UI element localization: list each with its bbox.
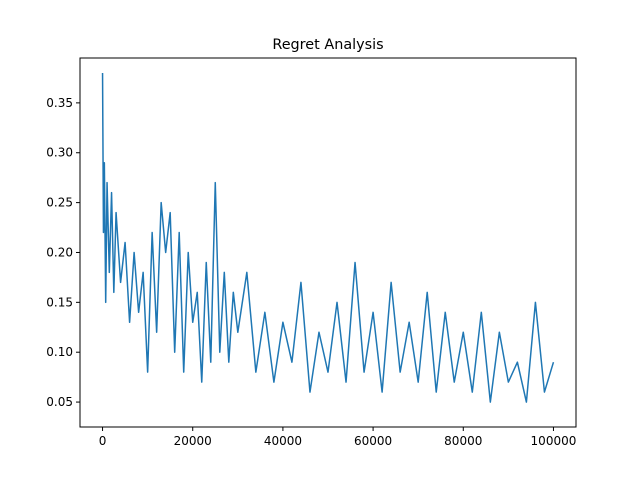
y-tick-label: 0.25 bbox=[46, 196, 73, 210]
plot-frame bbox=[79, 57, 577, 428]
x-tick-label: 20000 bbox=[174, 434, 212, 448]
y-tick-label: 0.20 bbox=[46, 245, 73, 259]
y-tick-label: 0.30 bbox=[46, 146, 73, 160]
series-layer bbox=[101, 72, 555, 403]
axes-layer: 0 20000 40000 60000 80000 100000 0.05 0.10 0.15 0… bbox=[46, 57, 577, 448]
x-tick-label: 40000 bbox=[264, 434, 302, 448]
y-tick-label: 0.15 bbox=[46, 295, 73, 309]
chart-title: Regret Analysis bbox=[272, 37, 383, 53]
y-tick-label: 0.10 bbox=[46, 345, 73, 359]
x-tick-label: 100000 bbox=[531, 434, 577, 448]
x-tick-label: 60000 bbox=[354, 434, 392, 448]
x-tick-label: 80000 bbox=[444, 434, 482, 448]
y-tick-label: 0.05 bbox=[46, 395, 73, 409]
y-tick-label: 0.35 bbox=[46, 96, 73, 110]
series-line-0 bbox=[101, 72, 555, 403]
x-tick-label: 0 bbox=[99, 434, 107, 448]
